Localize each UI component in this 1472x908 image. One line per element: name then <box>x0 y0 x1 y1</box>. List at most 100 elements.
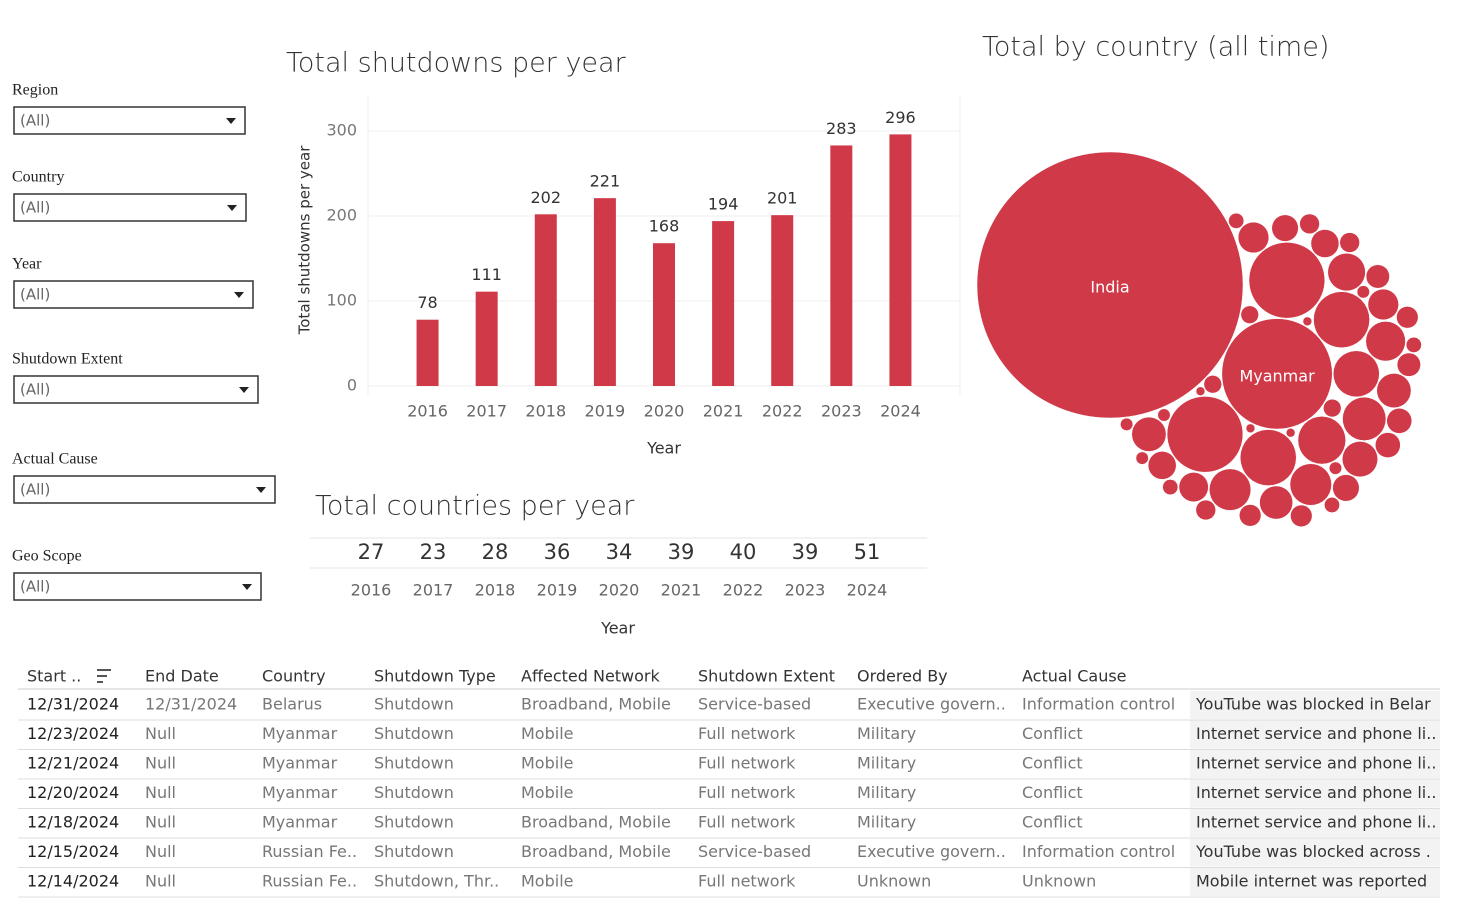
filter-value: (All) <box>20 578 50 596</box>
column-label: 2017 <box>413 581 454 600</box>
table-cell: 12/15/2024 <box>27 842 119 861</box>
x-axis-title: Year <box>646 439 681 458</box>
table-cell: Mobile <box>521 724 573 743</box>
bubble <box>1135 451 1149 465</box>
filter-label: Geo Scope <box>12 548 82 565</box>
table-cell: Internet service and phone li.. <box>1196 783 1436 802</box>
dropdown-arrow <box>227 205 237 211</box>
countries-table-title: Total countries per year <box>315 491 635 522</box>
bubble <box>1289 463 1332 506</box>
bubble <box>1365 321 1406 362</box>
x-tick-label: 2016 <box>407 402 448 421</box>
table-cell: 12/14/2024 <box>27 872 119 891</box>
dropdown-arrow <box>242 584 252 590</box>
table-cell: Mobile <box>521 872 573 891</box>
filter-dropdown[interactable] <box>13 280 254 309</box>
filter-dropdown[interactable] <box>13 572 262 601</box>
count-value: 27 <box>358 540 385 564</box>
bubble <box>1324 497 1340 513</box>
column-label: 2020 <box>599 581 640 600</box>
bubble <box>1365 264 1390 289</box>
count-value: 51 <box>854 540 881 564</box>
data-label: 202 <box>531 188 562 207</box>
bubble <box>1332 350 1380 398</box>
filter-dropdown[interactable] <box>13 475 276 504</box>
bubble-label: India <box>1090 278 1129 297</box>
filter-value: (All) <box>20 199 50 217</box>
filter-label: Region <box>12 82 58 99</box>
table-cell: Military <box>857 783 916 802</box>
bubble <box>1271 214 1299 242</box>
table-cell: Internet service and phone li.. <box>1196 813 1436 832</box>
data-label: 168 <box>649 217 680 236</box>
count-value: 28 <box>482 540 509 564</box>
dropdown-arrow <box>234 292 244 298</box>
column-header: Affected Network <box>521 667 661 686</box>
table-cell: Shutdown <box>374 783 454 802</box>
bubble <box>976 151 1244 419</box>
filter-dropdown[interactable] <box>13 375 259 404</box>
table-cell: Internet service and phone li.. <box>1196 754 1436 773</box>
data-label: 201 <box>767 189 798 208</box>
bar <box>830 145 853 386</box>
bubble <box>1157 408 1171 422</box>
table-cell: Broadband, Mobile <box>521 695 671 714</box>
bubble <box>1328 461 1342 475</box>
column-header: Start .. <box>27 667 81 686</box>
bar <box>889 134 912 386</box>
table-cell: Shutdown <box>374 754 454 773</box>
text-cell-bg <box>1190 838 1440 867</box>
table-cell: 12/31/2024 <box>145 695 237 714</box>
bar <box>416 319 439 386</box>
x-tick-label: 2019 <box>585 402 626 421</box>
table-cell: Full network <box>698 872 796 891</box>
dropdown-arrow <box>226 118 236 124</box>
bubble <box>1237 221 1270 254</box>
filter-dropdown[interactable] <box>13 106 246 135</box>
table-cell: Executive govern.. <box>857 695 1006 714</box>
table-cell: Shutdown <box>374 724 454 743</box>
x-axis-title: Year <box>600 619 635 638</box>
bubble <box>1375 432 1401 458</box>
bubble-chart-title: Total by country (all time) <box>982 32 1329 63</box>
filter-value: (All) <box>20 481 50 499</box>
y-tick-label: 300 <box>326 121 357 140</box>
y-axis-title: Total shutdowns per year <box>296 145 314 336</box>
table-cell: 12/23/2024 <box>27 724 119 743</box>
bubble <box>1332 474 1360 502</box>
table-cell: 12/18/2024 <box>27 813 119 832</box>
table-cell: Myanmar <box>262 754 338 773</box>
data-label: 296 <box>885 108 916 127</box>
column-label: 2016 <box>351 581 392 600</box>
table-cell: Broadband, Mobile <box>521 842 671 861</box>
bubble <box>1310 229 1340 258</box>
table-cell: Myanmar <box>262 724 338 743</box>
data-label: 194 <box>708 195 739 214</box>
table-cell: Full network <box>698 813 796 832</box>
bar <box>593 198 616 386</box>
table-cell: Myanmar <box>262 783 338 802</box>
bubble <box>1166 396 1244 473</box>
table-cell: Military <box>857 724 916 743</box>
bubble <box>1120 417 1134 431</box>
table-cell: YouTube was blocked across . <box>1195 842 1431 861</box>
text-cell-bg <box>1190 868 1440 896</box>
column-header: Country <box>262 667 326 686</box>
bubble <box>1228 212 1245 229</box>
bar <box>771 215 794 386</box>
table-cell: Null <box>145 754 176 773</box>
table-cell: Full network <box>698 783 796 802</box>
filter-dropdown[interactable] <box>13 193 247 222</box>
bar <box>653 243 675 386</box>
table-cell: Information control <box>1022 695 1175 714</box>
bubble <box>1203 375 1222 394</box>
bar <box>475 291 498 386</box>
table-cell: Full network <box>698 724 796 743</box>
table-cell: Mobile internet was reported <box>1196 872 1427 891</box>
table-cell: Executive govern.. <box>857 842 1006 861</box>
table-cell: Null <box>145 783 176 802</box>
bubble <box>1327 253 1366 292</box>
sort-icon[interactable] <box>97 669 111 683</box>
table-cell: Service-based <box>698 842 811 861</box>
bar <box>712 221 735 386</box>
